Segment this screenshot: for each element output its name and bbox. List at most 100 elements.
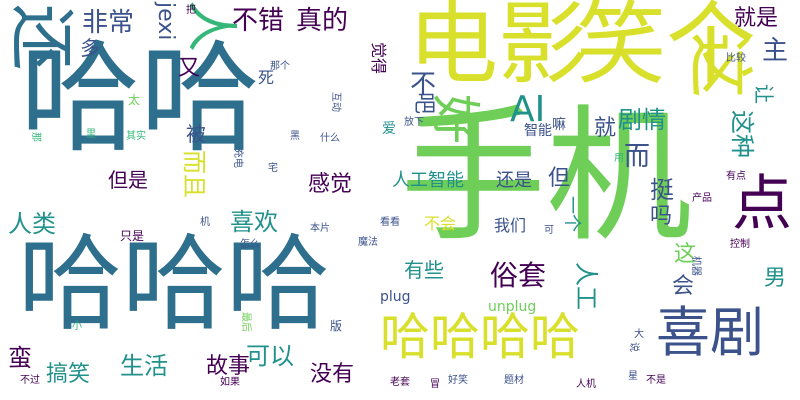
cloud-word: 非常 <box>82 8 135 38</box>
cloud-word: 说 <box>628 342 639 352</box>
cloud-word: 人工智能 <box>392 170 464 191</box>
cloud-word: 死 <box>258 68 275 87</box>
cloud-word: 哈哈哈哈 <box>380 308 580 366</box>
cloud-word: 充电 <box>232 148 243 168</box>
cloud-word: 魔法 <box>358 237 378 248</box>
cloud-word: 产品 <box>692 193 712 204</box>
cloud-word: 喜剧 <box>656 301 764 364</box>
cloud-word: 如果 <box>220 377 240 388</box>
cloud-word: 嘛 <box>552 117 566 133</box>
cloud-word: 还 <box>3 4 80 70</box>
cloud-word: 还是 <box>496 170 532 191</box>
cloud-word: 不错 <box>232 6 285 36</box>
cloud-word: 哈哈 <box>20 30 260 169</box>
cloud-word: 不 <box>410 70 437 100</box>
cloud-word: 就 <box>594 116 617 141</box>
cloud-word: 不会 <box>424 214 457 233</box>
cloud-word: 有些 <box>404 258 444 282</box>
cloud-word: 搞笑 <box>46 362 91 387</box>
cloud-word: 老套 <box>390 377 410 388</box>
cloud-word: 控制 <box>730 239 750 250</box>
cloud-word: 用 <box>614 153 624 164</box>
cloud-word: 吧 <box>411 92 436 115</box>
cloud-word: 笑个 <box>576 0 756 97</box>
cloud-word: 觉得 <box>369 42 388 75</box>
cloud-word: 男 <box>764 266 787 291</box>
cloud-word: 可以 <box>246 342 294 370</box>
cloud-word: 被 <box>186 122 206 146</box>
cloud-word: 可 <box>544 225 554 236</box>
cloud-word: 好笑 <box>448 375 468 386</box>
cloud-word: 人机 <box>576 379 596 390</box>
cloud-word: 机器 <box>690 256 701 276</box>
cloud-word: plug <box>380 289 411 305</box>
cloud-word: 大 <box>634 329 644 340</box>
cloud-word: 挺 <box>650 176 674 204</box>
cloud-word: jexi <box>153 2 178 41</box>
cloud-word: 太 <box>128 93 141 107</box>
cloud-word: 机 <box>200 217 210 228</box>
cloud-word: 有点 <box>726 171 746 182</box>
cloud-word: 剧情 <box>618 106 666 134</box>
cloud-word: 电影 <box>408 0 588 97</box>
cloud-word: 喜欢 <box>230 208 278 236</box>
cloud-word: 把 <box>186 5 196 16</box>
cloud-word: 版 <box>330 319 343 333</box>
cloud-word: 不过 <box>20 375 40 386</box>
cloud-word: 这 <box>674 242 697 267</box>
cloud-word: 其实 <box>126 131 146 142</box>
cloud-word: 故事 <box>206 354 251 379</box>
cloud-word: 感觉 <box>308 172 353 197</box>
cloud-word: 而 <box>624 142 651 172</box>
cloud-word: 又 <box>178 56 201 81</box>
cloud-word: 那 <box>30 132 41 142</box>
cloud-word: 让 <box>752 84 776 104</box>
cloud-word: 一个 <box>561 196 582 232</box>
cloud-word: 怎么 <box>240 239 260 250</box>
cloud-word: 这 <box>681 32 758 98</box>
cloud-word: 会 <box>672 274 695 299</box>
cloud-word: 人工 <box>572 262 600 310</box>
cloud-word: 多 <box>80 36 100 60</box>
cloud-word: 俗套 <box>490 259 547 292</box>
cloud-word: 没有 <box>310 362 355 387</box>
cloud-word: 手机 <box>400 92 692 262</box>
cloud-word: 本片 <box>310 223 330 234</box>
cloud-word: 比较 <box>726 53 746 64</box>
cloud-word: 好 <box>426 94 484 144</box>
cloud-word: 星 <box>628 371 638 382</box>
cloud-word: 人类 <box>8 210 56 238</box>
cloud-word: 我们 <box>494 216 527 235</box>
cloud-word: 主 <box>762 36 789 66</box>
cloud-word: 小 <box>72 321 82 332</box>
cloud-word: 爱 <box>382 121 396 137</box>
cloud-word: 看看 <box>380 217 400 228</box>
cloud-word: 题材 <box>504 375 524 386</box>
cloud-word: 但是 <box>108 168 148 192</box>
cloud-word: 什么 <box>320 133 340 144</box>
cloud-word: 不是 <box>646 375 666 386</box>
cloud-word: 生活 <box>120 352 168 380</box>
cloud-word: 智能 <box>524 123 552 139</box>
cloud-word: 宅 <box>268 163 278 174</box>
cloud-word: 放下 <box>404 117 424 128</box>
cloud-word: 冒 <box>430 379 440 390</box>
cloud-word: 真的 <box>296 6 349 36</box>
cloud-word: 最后 <box>240 312 251 332</box>
cloud-word: 蛮 <box>8 344 32 372</box>
cloud-word: 互动 <box>330 92 341 112</box>
cloud-word: 黑 <box>290 131 300 142</box>
cloud-word: 而且 <box>180 150 208 198</box>
cloud-word: 点 <box>732 169 792 239</box>
cloud-word: 但 <box>548 166 571 191</box>
cloud-word: 哈哈哈 <box>18 223 331 345</box>
cloud-word: 就是 <box>734 6 779 31</box>
cloud-word: 只是 <box>120 229 145 243</box>
cloud-word: 那个 <box>270 61 290 72</box>
cloud-word: 这种 <box>728 110 756 158</box>
cloud-word: unplug <box>488 299 537 315</box>
cloud-word: 里 <box>86 129 96 140</box>
cloud-word: AI <box>510 89 546 130</box>
cloud-word: 吗 <box>650 204 673 229</box>
